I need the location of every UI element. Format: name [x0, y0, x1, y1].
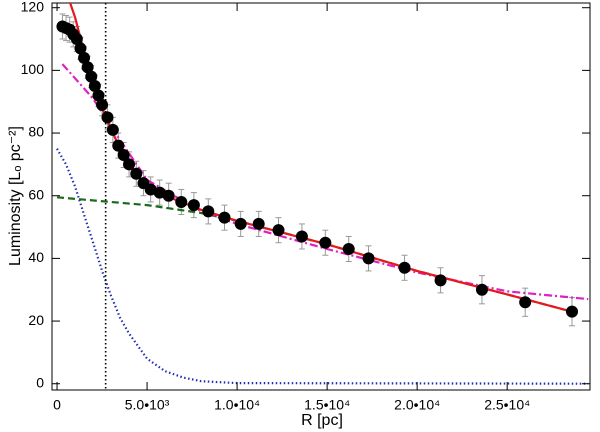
- y-tick-label: 20: [28, 312, 44, 328]
- data-point: [272, 224, 285, 237]
- data-point: [252, 217, 265, 230]
- data-point: [74, 42, 87, 55]
- x-tick-label: 1.0•10⁴: [214, 397, 260, 413]
- plot-area: [56, 3, 589, 390]
- fit-line: [68, 3, 573, 313]
- fit-line: [56, 148, 589, 385]
- y-tick-label: 100: [21, 61, 45, 77]
- data-point: [519, 296, 532, 309]
- data-point: [96, 98, 109, 111]
- data-point: [81, 61, 94, 74]
- data-point: [78, 51, 91, 64]
- data-point: [112, 139, 125, 152]
- x-tick-label: 0: [53, 397, 61, 413]
- data-point: [153, 186, 166, 199]
- data-point: [342, 242, 355, 255]
- data-point: [362, 252, 375, 265]
- x-tick-label: 2.5•10⁴: [484, 397, 530, 413]
- data-point: [92, 89, 105, 102]
- data-point: [123, 158, 136, 171]
- data-point: [117, 148, 130, 161]
- data-point: [144, 183, 157, 196]
- data-point: [85, 70, 98, 83]
- y-axis-label: Luminosity [Lₒ pc⁻²]: [7, 126, 24, 266]
- data-point: [106, 123, 119, 136]
- data-point: [162, 189, 175, 202]
- y-tick-label: 0: [36, 374, 44, 390]
- y-tick-label: 80: [28, 124, 44, 140]
- data-point: [101, 111, 114, 124]
- data-point: [202, 205, 215, 218]
- data-point: [175, 195, 188, 208]
- data-point: [319, 236, 332, 249]
- plot-frame: [51, 2, 591, 391]
- data-point: [434, 274, 447, 287]
- x-tick-label: 5.0•10³: [125, 397, 170, 413]
- data-point: [295, 230, 308, 243]
- y-tick-label: 60: [28, 186, 44, 202]
- y-tick-label: 40: [28, 249, 44, 265]
- fit-line: [56, 196, 573, 313]
- y-tick-label: 120: [21, 0, 45, 14]
- data-point: [398, 261, 411, 274]
- data-point: [218, 211, 231, 224]
- x-tick-label: 1.5•10⁴: [304, 397, 350, 413]
- data-point: [475, 283, 488, 296]
- data-point: [565, 305, 578, 318]
- data-point: [70, 33, 83, 46]
- data-point: [234, 217, 247, 230]
- x-axis-label: R [pc]: [301, 412, 343, 429]
- x-tick-label: 2.0•10⁴: [394, 397, 440, 413]
- data-point: [187, 199, 200, 212]
- data-point: [130, 167, 143, 180]
- data-point: [88, 80, 101, 93]
